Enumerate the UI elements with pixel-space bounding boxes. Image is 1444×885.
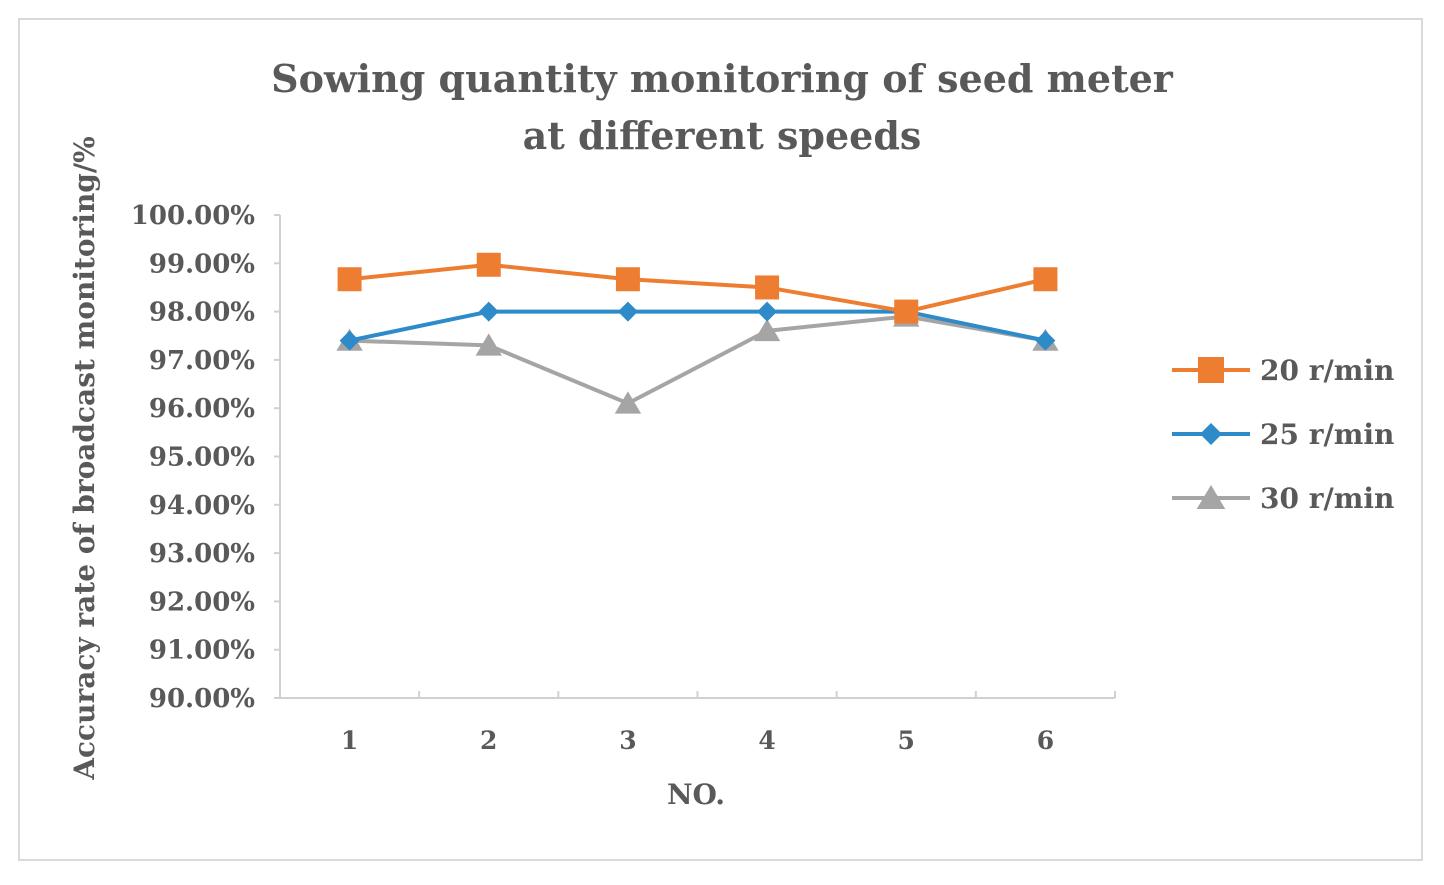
chart-title-line-1: Sowing quantity monitoring of seed meter: [271, 56, 1173, 101]
y-axis-label: Accuracy rate of broadcast monitoring/%: [68, 136, 101, 780]
data-point: [757, 301, 778, 322]
data-point: [1035, 330, 1056, 351]
series-20-r-min: [337, 252, 1058, 324]
axes: [274, 214, 1116, 699]
x-tick-label: 6: [1037, 726, 1054, 755]
x-axis-label: NO.: [667, 778, 725, 811]
series-group: [336, 252, 1059, 414]
y-tick-label: 94.00%: [149, 491, 255, 521]
data-point: [475, 333, 502, 356]
data-point: [615, 267, 640, 292]
chart-title-line-2: at different speeds: [522, 113, 922, 158]
y-tick-label: 95.00%: [149, 443, 255, 473]
legend-label: 25 r/min: [1260, 418, 1394, 451]
x-tick-label: 1: [341, 726, 358, 755]
legend: 20 r/min 25 r/min 30 r/min: [1172, 354, 1394, 515]
data-point: [1033, 267, 1058, 292]
y-tick-label: 90.00%: [149, 684, 255, 714]
x-tick-label: 3: [619, 726, 636, 755]
series-line: [349, 314, 1046, 406]
y-tick-label: 92.00%: [149, 587, 255, 617]
y-tick-label: 100.00%: [131, 201, 256, 231]
x-tick-label: 2: [480, 726, 497, 755]
data-point: [617, 301, 638, 322]
legend-marker: [1198, 357, 1224, 383]
legend-label: 20 r/min: [1260, 354, 1394, 387]
y-tick-labels: 90.00% 91.00% 92.00% 93.00% 94.00% 95.00% 96.0…: [131, 201, 256, 714]
legend-marker: [1200, 423, 1222, 445]
y-tick-label: 97.00%: [149, 346, 255, 376]
x-tick-label: 5: [898, 726, 915, 755]
legend-item: 20 r/min: [1172, 354, 1394, 387]
series-line: [349, 262, 1046, 314]
x-tick-label: 4: [758, 726, 775, 755]
y-tick-label: 98.00%: [149, 298, 255, 328]
legend-marker: [1196, 485, 1226, 510]
data-point: [476, 252, 501, 277]
data-point: [755, 275, 780, 300]
legend-label: 30 r/min: [1260, 482, 1394, 515]
data-point: [894, 299, 919, 324]
data-point: [753, 318, 781, 342]
data-point: [339, 330, 360, 351]
y-tick-label: 91.00%: [149, 636, 255, 666]
y-tick-label: 96.00%: [149, 394, 255, 424]
x-tick-labels: 1 2 3 4 5 6: [341, 726, 1054, 755]
data-point: [337, 267, 362, 292]
chart-frame: [18, 18, 1423, 861]
data-point: [614, 391, 642, 414]
legend-item: 30 r/min: [1172, 482, 1394, 515]
y-tick-label: 99.00%: [149, 249, 255, 279]
y-tick-label: 93.00%: [149, 539, 255, 569]
legend-item: 25 r/min: [1172, 418, 1394, 451]
series-line: [349, 309, 1046, 343]
data-point: [478, 301, 499, 322]
chart-title: Sowing quantity monitoring of seed meter…: [0, 50, 1444, 164]
